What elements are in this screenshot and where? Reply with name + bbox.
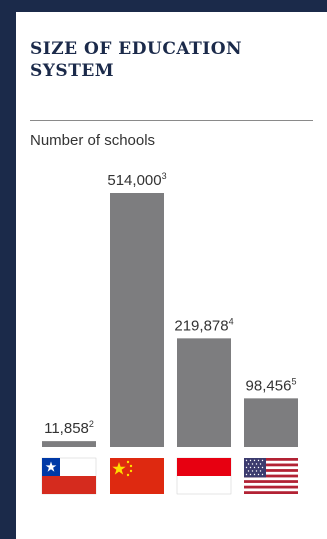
value-labels-group: 11,8582 514,0003 219,8784 98,4565 [44, 171, 296, 437]
value-label-china: 514,0003 [107, 171, 166, 189]
title-divider [30, 120, 313, 121]
chile-flag-icon [41, 457, 97, 495]
chart-subtitle: Number of schools [30, 132, 156, 149]
chart-card: SIZE OF EDUCATION SYSTEM Number of schoo… [16, 12, 327, 539]
bar-indonesia [177, 338, 231, 447]
china-flag-icon [110, 458, 164, 494]
value-label-usa: 98,4565 [246, 376, 297, 394]
usa-flag-icon [244, 458, 298, 494]
indonesia-flag-icon [176, 457, 232, 495]
value-label-indonesia: 219,8784 [174, 316, 233, 334]
bar-chile [42, 441, 96, 447]
bar-chart: 11,8582 514,0003 219,8784 98,4565 [41, 171, 298, 495]
bars-group [42, 193, 298, 447]
bar-china [110, 193, 164, 447]
bar-usa [244, 398, 298, 447]
chart-title: SIZE OF EDUCATION SYSTEM [30, 39, 243, 81]
value-label-chile: 11,8582 [44, 419, 94, 437]
